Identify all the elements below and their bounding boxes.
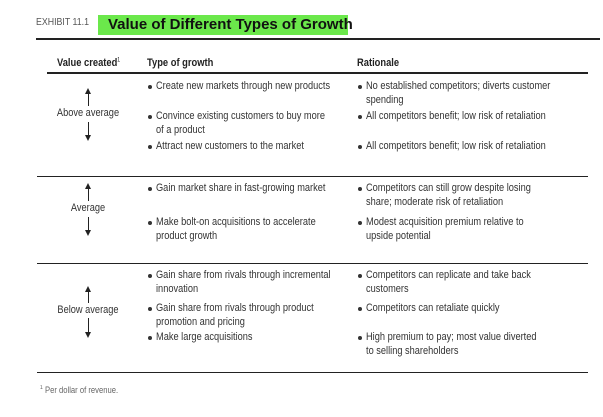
bullet-icon [148, 274, 152, 278]
arrow-up-icon [88, 187, 89, 201]
bullet-icon [148, 85, 152, 89]
header-value-created: Value created1 [57, 57, 120, 69]
arrow-down-head [85, 332, 91, 338]
header-value-created-label: Value created [57, 57, 118, 69]
value-level-label: Average [70, 202, 106, 214]
bullet-icon [148, 115, 152, 119]
bullet-icon [358, 187, 362, 191]
type-of-growth-item: Convince existing customers to buy more [156, 110, 325, 122]
arrow-up-head [85, 286, 91, 292]
rationale-item: Competitors can still grow despite losin… [366, 182, 531, 194]
rationale-item: Competitors can retaliate quickly [366, 302, 500, 314]
bullet-icon [148, 307, 152, 311]
header-rationale: Rationale [357, 57, 400, 69]
rationale-item: share; moderate risk of retaliation [366, 195, 504, 208]
type-of-growth-item: innovation [156, 282, 199, 295]
bullet-icon [358, 85, 362, 89]
rationale-item: All competitors benefit; low risk of ret… [366, 110, 546, 122]
exhibit-label: EXHIBIT 11.1 [36, 17, 89, 28]
bullet-icon [358, 115, 362, 119]
arrow-up-icon [88, 290, 89, 303]
header-rule [47, 72, 588, 74]
section-divider [37, 263, 588, 264]
arrow-down-head [85, 135, 91, 141]
rationale-item: Competitors can replicate and take back [366, 269, 531, 281]
header-type-of-growth: Type of growth [147, 57, 214, 69]
value-level-label: Above average [56, 107, 120, 119]
arrow-up-head [85, 88, 91, 94]
title-highlight [98, 15, 348, 35]
arrow-up-icon [88, 92, 89, 106]
type-of-growth-item: Make large acquisitions [156, 331, 253, 343]
type-of-growth-item: product growth [156, 229, 218, 242]
rationale-item: Modest acquisition premium relative to [366, 216, 524, 228]
type-of-growth-item: Make bolt-on acquisitions to accelerate [156, 216, 316, 228]
arrow-down-icon [88, 217, 89, 231]
bullet-icon [148, 187, 152, 191]
bullet-icon [358, 221, 362, 225]
page-title: Value of Different Types of Growth [108, 16, 353, 33]
type-of-growth-item: of a product [156, 123, 205, 136]
bullet-icon [148, 336, 152, 340]
bullet-icon [358, 336, 362, 340]
arrow-down-icon [88, 318, 89, 333]
value-level-label: Below average [57, 304, 119, 316]
rationale-item: High premium to pay; most value diverted [366, 331, 537, 343]
arrow-down-head [85, 230, 91, 236]
bullet-icon [358, 274, 362, 278]
rationale-item: spending [366, 93, 404, 106]
footnote-mark: 1 [40, 385, 43, 391]
rationale-item: No established competitors; diverts cust… [366, 80, 551, 92]
footnote-marker: 1 [117, 57, 121, 64]
top-rule [36, 38, 600, 40]
arrow-down-icon [88, 122, 89, 136]
rationale-item: All competitors benefit; low risk of ret… [366, 140, 546, 152]
bullet-icon [358, 307, 362, 311]
rationale-item: customers [366, 282, 409, 295]
rationale-item: upside potential [366, 229, 431, 242]
type-of-growth-item: Gain share from rivals through increment… [156, 269, 331, 281]
section-divider [37, 176, 588, 177]
type-of-growth-item: Create new markets through new products [156, 80, 331, 92]
type-of-growth-item: Gain share from rivals through product [156, 302, 314, 314]
bullet-icon [358, 145, 362, 149]
footnote-text: Per dollar of revenue. [44, 385, 119, 395]
bullet-icon [148, 221, 152, 225]
rationale-item: to selling shareholders [366, 344, 459, 357]
arrow-up-head [85, 183, 91, 189]
footnote: 1 Per dollar of revenue. [40, 385, 118, 395]
type-of-growth-item: promotion and pricing [156, 315, 245, 328]
type-of-growth-item: Gain market share in fast-growing market [156, 182, 326, 194]
type-of-growth-item: Attract new customers to the market [156, 140, 304, 152]
bullet-icon [148, 145, 152, 149]
bottom-rule [37, 372, 588, 373]
